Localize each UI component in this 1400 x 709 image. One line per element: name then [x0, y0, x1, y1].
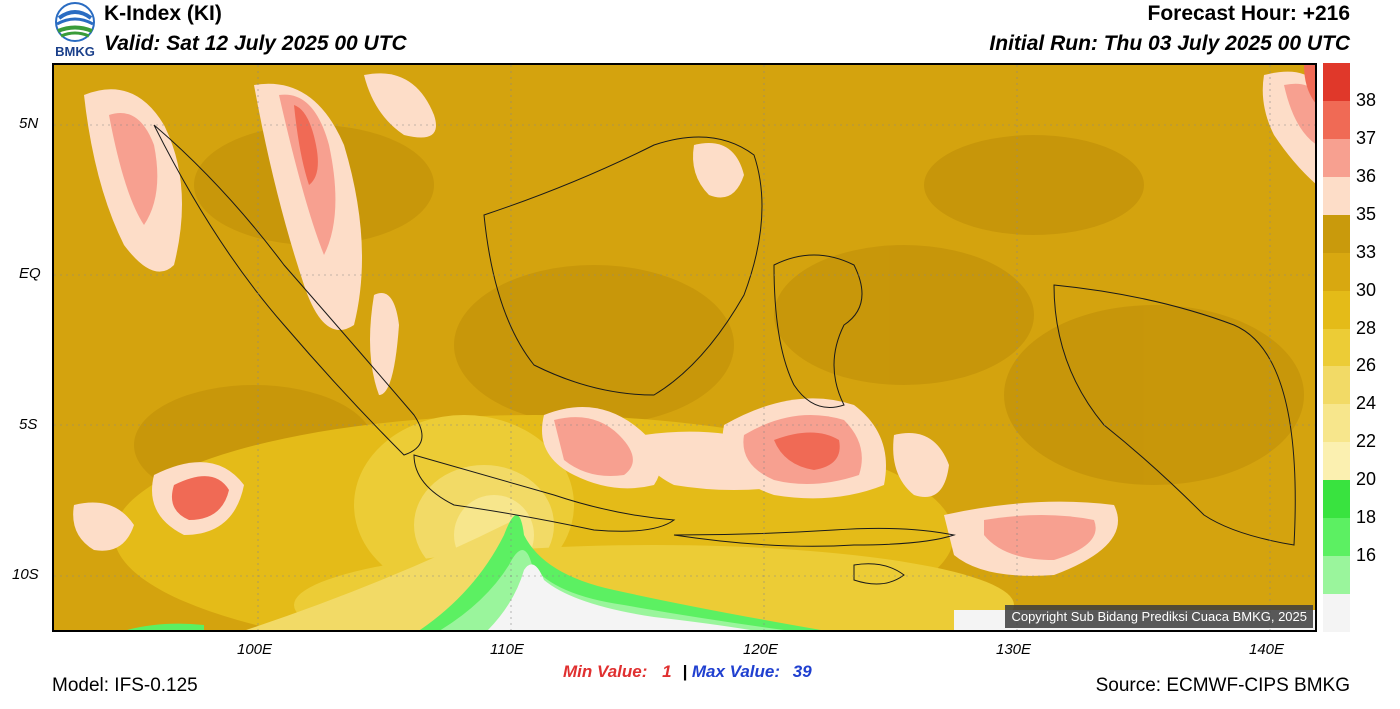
lat-label-5n: 5N — [19, 115, 39, 132]
colorbar-segment — [1323, 404, 1350, 443]
colorbar-label: 20 — [1356, 469, 1377, 490]
max-value: 39 — [792, 662, 812, 681]
copyright-notice: Copyright Sub Bidang Prediksi Cuaca BMKG… — [1005, 605, 1313, 628]
colorbar-label: 28 — [1356, 317, 1377, 338]
lat-label-5s: 5S — [19, 416, 38, 433]
colorbar-label: 16 — [1356, 545, 1377, 566]
colorbar-segment — [1323, 290, 1350, 329]
colorbar-segment — [1323, 480, 1350, 519]
colorbar-segment — [1323, 442, 1350, 481]
colorbar-segment — [1323, 328, 1350, 367]
colorbar-label: 26 — [1356, 355, 1377, 376]
lon-label-110e: 110E — [490, 641, 524, 658]
colorbar-segment — [1323, 366, 1350, 405]
colorbar-segment — [1323, 100, 1350, 139]
bmkg-logo: BMKG — [51, 2, 99, 60]
high-kindex-patches — [73, 65, 1315, 576]
lon-label-120e: 120E — [743, 641, 779, 658]
lat-label-eq: EQ — [19, 265, 41, 282]
colorbar-segment — [1323, 252, 1350, 291]
colorbar-segment — [1323, 176, 1350, 215]
min-value-label: Min Value: — [563, 662, 648, 681]
colorbar-label: 22 — [1356, 431, 1377, 452]
initial-run: Initial Run: Thu 03 July 2025 00 UTC — [989, 32, 1350, 55]
colorbar-label: 18 — [1356, 507, 1377, 528]
lon-label-140e: 140E — [1249, 641, 1285, 658]
coastlines — [153, 124, 1296, 585]
min-max-separator: | — [682, 662, 688, 681]
colorbar-label: 30 — [1356, 279, 1377, 300]
colorbar-label: 33 — [1356, 241, 1377, 262]
colorbar-segment — [1323, 138, 1350, 177]
logo-text: BMKG — [55, 44, 95, 59]
lat-label-10s: 10S — [12, 566, 39, 583]
colorbar-label: 36 — [1356, 165, 1377, 186]
valid-time: Valid: Sat 12 July 2025 00 UTC — [104, 32, 407, 55]
colorbar-segment — [1323, 214, 1350, 253]
max-value-label: Max Value: — [691, 662, 781, 681]
source-label: Source: ECMWF-CIPS BMKG — [1095, 675, 1350, 696]
colorbar-label: 35 — [1356, 203, 1377, 224]
model-label: Model: IFS-0.125 — [52, 675, 198, 696]
colorbar-segment — [1323, 556, 1350, 595]
colorbar — [1323, 63, 1350, 633]
lon-label-130e: 130E — [996, 641, 1032, 658]
forecast-hour: Forecast Hour: +216 — [1147, 2, 1351, 25]
colorbar-segment — [1323, 63, 1350, 101]
graticule — [54, 65, 1315, 630]
colorbar-label: 37 — [1356, 127, 1377, 148]
colorbar-label: 24 — [1356, 393, 1377, 414]
colorbar-segment — [1323, 594, 1350, 633]
min-value: 1 — [662, 662, 672, 681]
chart-title: K-Index (KI) — [104, 2, 222, 25]
map-canvas — [54, 65, 1315, 630]
colorbar-label: 38 — [1356, 89, 1377, 110]
lon-label-100e: 100E — [237, 641, 273, 658]
colorbar-segment — [1323, 518, 1350, 557]
min-max-summary: Min Value: 1 | Max Value: 39 — [563, 662, 812, 682]
k-index-map: Copyright Sub Bidang Prediksi Cuaca BMKG… — [52, 63, 1317, 632]
